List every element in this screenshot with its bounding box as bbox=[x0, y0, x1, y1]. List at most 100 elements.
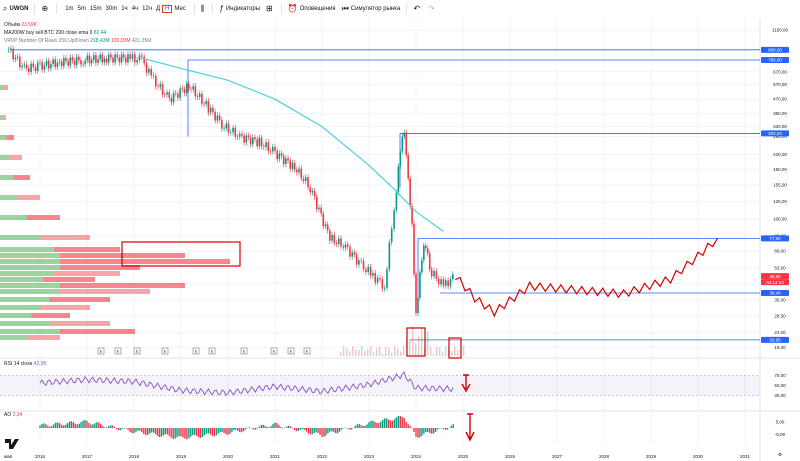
timeframe-6[interactable]: 12ч bbox=[142, 6, 152, 12]
ao-bar bbox=[270, 426, 272, 428]
ao-bar bbox=[139, 428, 141, 431]
ao-bar bbox=[323, 428, 325, 437]
ao-bar bbox=[192, 428, 194, 436]
timeframe-5[interactable]: 4ч bbox=[131, 6, 139, 12]
chart-canvas[interactable]: 2016 2017 2018 2019 2020 2021 2022 2023 2024 2025… bbox=[0, 18, 800, 461]
timeframe-group: 1m 5m 15m 30m 1ч 4ч 12ч Д Н Мес bbox=[63, 5, 188, 13]
event-mark[interactable] bbox=[161, 347, 169, 355]
event-mark-label: E bbox=[290, 349, 293, 354]
plus-circle-icon: ⊕ bbox=[41, 4, 49, 13]
volume-bar bbox=[385, 346, 387, 356]
volume-profile-up-bar bbox=[0, 247, 54, 252]
price-candle-body bbox=[333, 234, 336, 243]
templates-button[interactable]: ⊞ bbox=[266, 5, 275, 13]
ao-bar bbox=[442, 428, 445, 429]
ao-bar bbox=[372, 420, 374, 428]
timeframe-7[interactable]: Д bbox=[155, 6, 161, 12]
rsi-legend: RSI 14 close 42,95 bbox=[4, 361, 46, 367]
ao-legend: AO 2,34 bbox=[4, 412, 22, 418]
symbol-search[interactable]: ⌕ UWGN bbox=[3, 5, 28, 13]
ao-bar bbox=[96, 422, 98, 428]
x-tick-label: 2020 bbox=[223, 454, 234, 459]
volume-profile-up-bar bbox=[0, 195, 18, 200]
price-candle-body bbox=[365, 269, 367, 273]
chart-type-button[interactable]: ⫼ bbox=[201, 5, 207, 13]
event-mark[interactable] bbox=[133, 347, 141, 355]
volume-bar bbox=[343, 346, 345, 356]
price-candle-body bbox=[374, 272, 377, 283]
timeframe-4[interactable]: 1ч bbox=[121, 6, 128, 12]
timeframe-3[interactable]: 30m bbox=[105, 6, 118, 12]
event-mark[interactable] bbox=[114, 347, 122, 355]
event-mark[interactable] bbox=[287, 347, 295, 355]
price-candle-body bbox=[73, 60, 76, 66]
price-candle-body bbox=[369, 266, 372, 276]
volume-profile-down-bar bbox=[31, 313, 70, 318]
alerts-button[interactable]: ⏰ Оповещения bbox=[288, 5, 336, 13]
x-tick-label: 2029 bbox=[646, 454, 657, 459]
replay-button[interactable]: ⏮ Симулятор рынка bbox=[342, 5, 401, 13]
timeframe-0[interactable]: 1m bbox=[65, 6, 74, 12]
ao-bar bbox=[248, 427, 251, 428]
price-candle-body bbox=[274, 146, 276, 151]
price-candle-body bbox=[60, 61, 63, 67]
price-candle-body bbox=[47, 60, 50, 69]
timeframe-2[interactable]: 15m bbox=[89, 6, 102, 12]
event-mark[interactable] bbox=[303, 347, 311, 355]
undo-button[interactable]: ↶ bbox=[413, 5, 422, 13]
ao-bar bbox=[150, 428, 153, 433]
volume-profile-up-bar bbox=[0, 297, 50, 302]
price-tag bbox=[761, 130, 789, 137]
price-candle-body bbox=[82, 63, 84, 65]
ao-bar bbox=[391, 420, 394, 428]
redo-icon: ↷ bbox=[428, 4, 435, 13]
ao-bar bbox=[53, 424, 55, 428]
indicators-label: Индикаторы bbox=[225, 6, 261, 12]
timeframe-1[interactable]: 5m bbox=[77, 6, 86, 12]
event-mark[interactable] bbox=[240, 347, 248, 355]
volume-profile-down-bar bbox=[2, 115, 6, 120]
volume-profile-down-bar bbox=[60, 329, 135, 334]
price-candle-body bbox=[212, 107, 214, 112]
ao-bar bbox=[399, 415, 402, 428]
price-candle-body bbox=[69, 57, 72, 66]
ao-bar bbox=[419, 428, 421, 438]
volume-profile-down-bar bbox=[18, 195, 40, 200]
price-candle-body bbox=[351, 252, 354, 257]
price-candle-body bbox=[28, 67, 30, 72]
ao-bar bbox=[242, 428, 245, 432]
redo-button[interactable]: ↷ bbox=[428, 5, 437, 13]
highlight-box-profile bbox=[121, 241, 241, 267]
event-mark[interactable] bbox=[270, 347, 278, 355]
ao-bar bbox=[100, 423, 102, 428]
ao-bar bbox=[389, 420, 392, 428]
price-candle-body bbox=[159, 84, 162, 87]
ao-bar bbox=[115, 428, 118, 429]
price-candle-body bbox=[320, 207, 322, 214]
volume-profile-down-bar bbox=[60, 265, 140, 270]
indicators-button[interactable]: ƒ Индикаторы bbox=[219, 5, 260, 13]
price-candle-body bbox=[383, 287, 386, 289]
x-tick-label: 2031 bbox=[740, 454, 751, 459]
ao-tick-label: 5,00 bbox=[776, 419, 785, 424]
event-mark[interactable] bbox=[97, 347, 105, 355]
rsi-down-arrow bbox=[461, 374, 471, 393]
ao-bar bbox=[395, 417, 398, 428]
price-candle-body bbox=[430, 269, 433, 277]
event-mark-label: E bbox=[306, 349, 309, 354]
price-candle-body bbox=[229, 132, 232, 134]
ao-bar bbox=[401, 417, 403, 428]
price-candle-body bbox=[148, 68, 150, 73]
event-mark[interactable] bbox=[192, 347, 200, 355]
timeframe-9[interactable]: Мес bbox=[174, 6, 186, 12]
price-candle-body bbox=[209, 107, 212, 113]
price-candle-body bbox=[16, 56, 19, 58]
x-tick-label: 2025 bbox=[458, 454, 469, 459]
compare-button[interactable]: ⊕ bbox=[41, 5, 50, 13]
volume-profile-up-bar bbox=[0, 259, 60, 264]
ao-bar bbox=[103, 427, 106, 428]
event-mark[interactable] bbox=[208, 347, 216, 355]
ao-bar bbox=[205, 428, 208, 434]
volume-profile-down-bar bbox=[3, 85, 8, 90]
timeframe-8[interactable]: Н bbox=[162, 5, 173, 13]
